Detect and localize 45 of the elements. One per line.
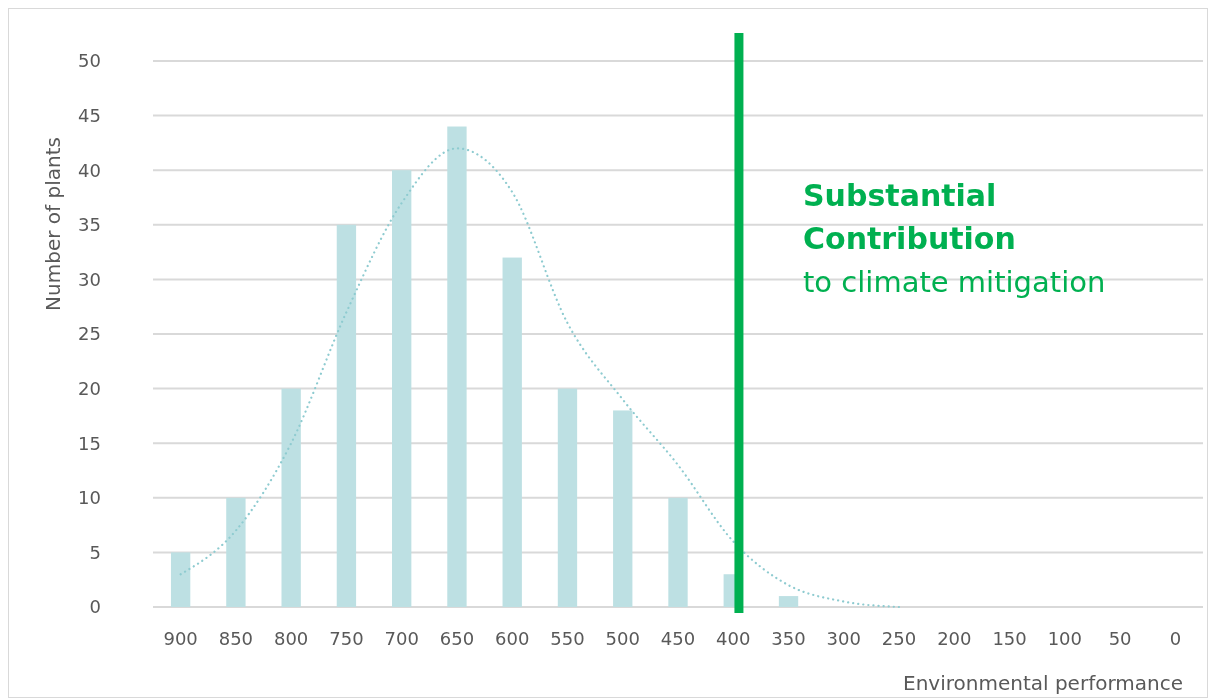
annotation: Substantial Contribution [803, 178, 1016, 256]
x-tick-label: 800 [273, 628, 309, 649]
x-tick-label: 250 [881, 628, 917, 649]
bar [170, 552, 191, 607]
bar [226, 497, 246, 607]
x-tick-label: 150 [992, 628, 1027, 649]
x-tick-label: 600 [495, 628, 530, 649]
y-tick-label: 30 [78, 268, 101, 290]
bar [447, 126, 467, 607]
bar [502, 257, 522, 607]
x-tick-label: 650 [439, 628, 475, 649]
y-tick-label: 25 [78, 323, 101, 345]
x-tick-label: 500 [605, 628, 640, 649]
bar [668, 497, 688, 607]
bar [557, 388, 578, 607]
y-tick-label: 50 [78, 50, 101, 72]
y-tick-label: 5 [89, 541, 101, 563]
y-tick-label: 40 [78, 159, 101, 181]
x-tick-label: 850 [218, 628, 254, 649]
x-tick-label: 0 [1169, 628, 1182, 649]
x-tick-label: 450 [660, 628, 696, 649]
x-tick-label: 750 [329, 628, 364, 649]
x-tick-label: 200 [937, 628, 972, 649]
x-tick-label: 400 [716, 628, 751, 649]
x-tick-label: 300 [826, 628, 861, 649]
x-tick-label: 100 [1047, 628, 1083, 649]
x-tick-label: 700 [384, 628, 419, 649]
x-tick-label: 50 [1108, 628, 1132, 649]
bar [613, 410, 633, 607]
y-tick-label: 10 [78, 487, 101, 509]
bar [392, 170, 412, 607]
y-tick-label: 15 [78, 432, 101, 454]
annotation: to climate mitigation [803, 265, 1106, 299]
y-tick-label: 20 [78, 377, 101, 399]
bar [336, 224, 357, 607]
x-axis-title: Environmental performance [903, 671, 1183, 695]
y-tick-label: 45 [78, 104, 101, 126]
bar [281, 388, 301, 607]
bar [778, 596, 799, 607]
y-tick-label: 0 [89, 596, 101, 618]
x-tick-label: 550 [550, 628, 585, 649]
y-axis-title: Number of plants [41, 137, 65, 311]
x-tick-label: 350 [771, 628, 806, 649]
y-tick-label: 35 [78, 214, 101, 236]
x-tick-label: 900 [163, 628, 198, 649]
